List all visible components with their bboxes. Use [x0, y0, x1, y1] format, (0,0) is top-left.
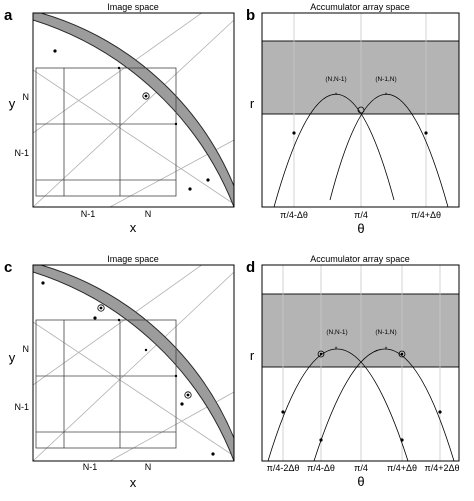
- selected-pixel-marker: [184, 391, 192, 399]
- panel-a-frame: [32, 12, 235, 208]
- label-n-1-n: (N-1,N): [375, 329, 396, 336]
- point: [93, 316, 97, 320]
- point: [281, 410, 285, 414]
- accumulator-cell: [262, 40, 459, 115]
- panel-d-frame: [261, 264, 460, 462]
- point: [438, 410, 442, 414]
- label-n-n-1: (N,N-1): [326, 329, 347, 336]
- y-tick: N-1: [14, 402, 29, 412]
- sinusoid-n-n-1: [273, 93, 395, 207]
- theta-tick: π/4: [354, 210, 368, 220]
- y-tick: N: [23, 344, 30, 354]
- svg-text:*: *: [335, 346, 338, 353]
- y-axis-label: y: [9, 350, 16, 365]
- point: [117, 66, 121, 70]
- sinusoid-n-1-n: [329, 93, 449, 207]
- point: [400, 438, 404, 442]
- edge-band: [33, 265, 234, 461]
- point: [188, 187, 192, 191]
- theta-tick: π/4-2Δθ: [267, 463, 300, 473]
- r-axis-label: r: [250, 348, 255, 363]
- point: [174, 374, 178, 378]
- cell-marker: [398, 350, 406, 358]
- y-tick: N: [23, 92, 30, 102]
- panel-b-plot: * * (N,N-1) (N-1,N): [262, 13, 459, 207]
- pixel-grid: [35, 319, 177, 449]
- x-tick: N: [145, 209, 152, 219]
- guide-line: [33, 271, 234, 461]
- x-axis-label: x: [130, 220, 137, 235]
- svg-text:*: *: [385, 92, 388, 99]
- theta-tick: π/4+Δθ: [387, 463, 417, 473]
- panel-letter-c: c: [4, 259, 12, 276]
- theta-tick: π/4+Δθ: [411, 210, 441, 220]
- pixel-grid: [35, 67, 177, 197]
- guide-line: [33, 321, 234, 457]
- point: [53, 49, 57, 53]
- y-axis-label: y: [9, 96, 16, 111]
- svg-text:*: *: [385, 346, 388, 353]
- point: [117, 318, 121, 322]
- selected-pixel-marker: [142, 92, 150, 100]
- point: [180, 402, 184, 406]
- point: [292, 131, 296, 135]
- intersection-marker: [357, 106, 365, 114]
- x-tick: N-1: [83, 462, 98, 472]
- point: [206, 178, 210, 182]
- point: [144, 94, 148, 98]
- theta-tick: π/4+2Δθ: [425, 463, 460, 473]
- point: [144, 348, 148, 352]
- point: [99, 306, 103, 310]
- y-tick: N-1: [14, 148, 29, 158]
- r-axis-label: r: [250, 96, 255, 111]
- panel-letter-a: a: [4, 7, 13, 24]
- panel-b-title: Accumulator array space: [310, 2, 410, 12]
- theta-axis-label: θ: [357, 221, 364, 236]
- sinusoid-n-n-1: [267, 348, 409, 461]
- theta-tick: π/4: [354, 463, 368, 473]
- panel-d-title: Accumulator array space: [310, 254, 410, 264]
- theta-tick: π/4-Δθ: [307, 463, 335, 473]
- x-tick: N-1: [81, 209, 96, 219]
- point: [424, 131, 428, 135]
- x-tick: N: [145, 462, 152, 472]
- edge-band: [33, 13, 234, 207]
- label-n-n-1: (N,N-1): [325, 76, 346, 83]
- svg-text:*: *: [335, 92, 338, 99]
- panel-a: a Image space N-1 N x: [4, 2, 235, 235]
- theta-axis-label: θ: [357, 474, 364, 489]
- point: [186, 393, 190, 397]
- panel-a-title: Image space: [107, 2, 159, 12]
- point: [211, 452, 215, 456]
- panel-c: c Image space: [4, 254, 235, 490]
- guide-line: [33, 19, 234, 207]
- accumulator-cell: [262, 293, 459, 368]
- guide-line: [33, 69, 234, 205]
- panel-c-frame: [32, 264, 235, 462]
- panel-c-plot: [33, 265, 234, 461]
- panel-letter-b: b: [246, 7, 255, 24]
- cell-marker: [317, 350, 325, 358]
- panel-c-title: Image space: [107, 254, 159, 264]
- point: [41, 281, 45, 285]
- panel-d-plot: * * (N,N-1) (N-1,N): [262, 265, 459, 461]
- label-n-1-n: (N-1,N): [375, 76, 396, 83]
- point: [319, 438, 323, 442]
- x-axis-label: x: [130, 475, 137, 490]
- panel-b-frame: [261, 12, 460, 208]
- panel-letter-d: d: [246, 259, 255, 276]
- panel-d: d Accumulator array space * * (N,N-1) (N…: [246, 254, 460, 489]
- theta-tick: π/4-Δθ: [280, 210, 308, 220]
- point: [174, 122, 178, 126]
- sinusoid-n-1-n: [313, 348, 455, 461]
- panel-a-plot: [33, 13, 234, 207]
- panel-b: b Accumulator array space * * (N,N-1) (N…: [246, 2, 460, 236]
- selected-pixel-marker: [97, 304, 105, 312]
